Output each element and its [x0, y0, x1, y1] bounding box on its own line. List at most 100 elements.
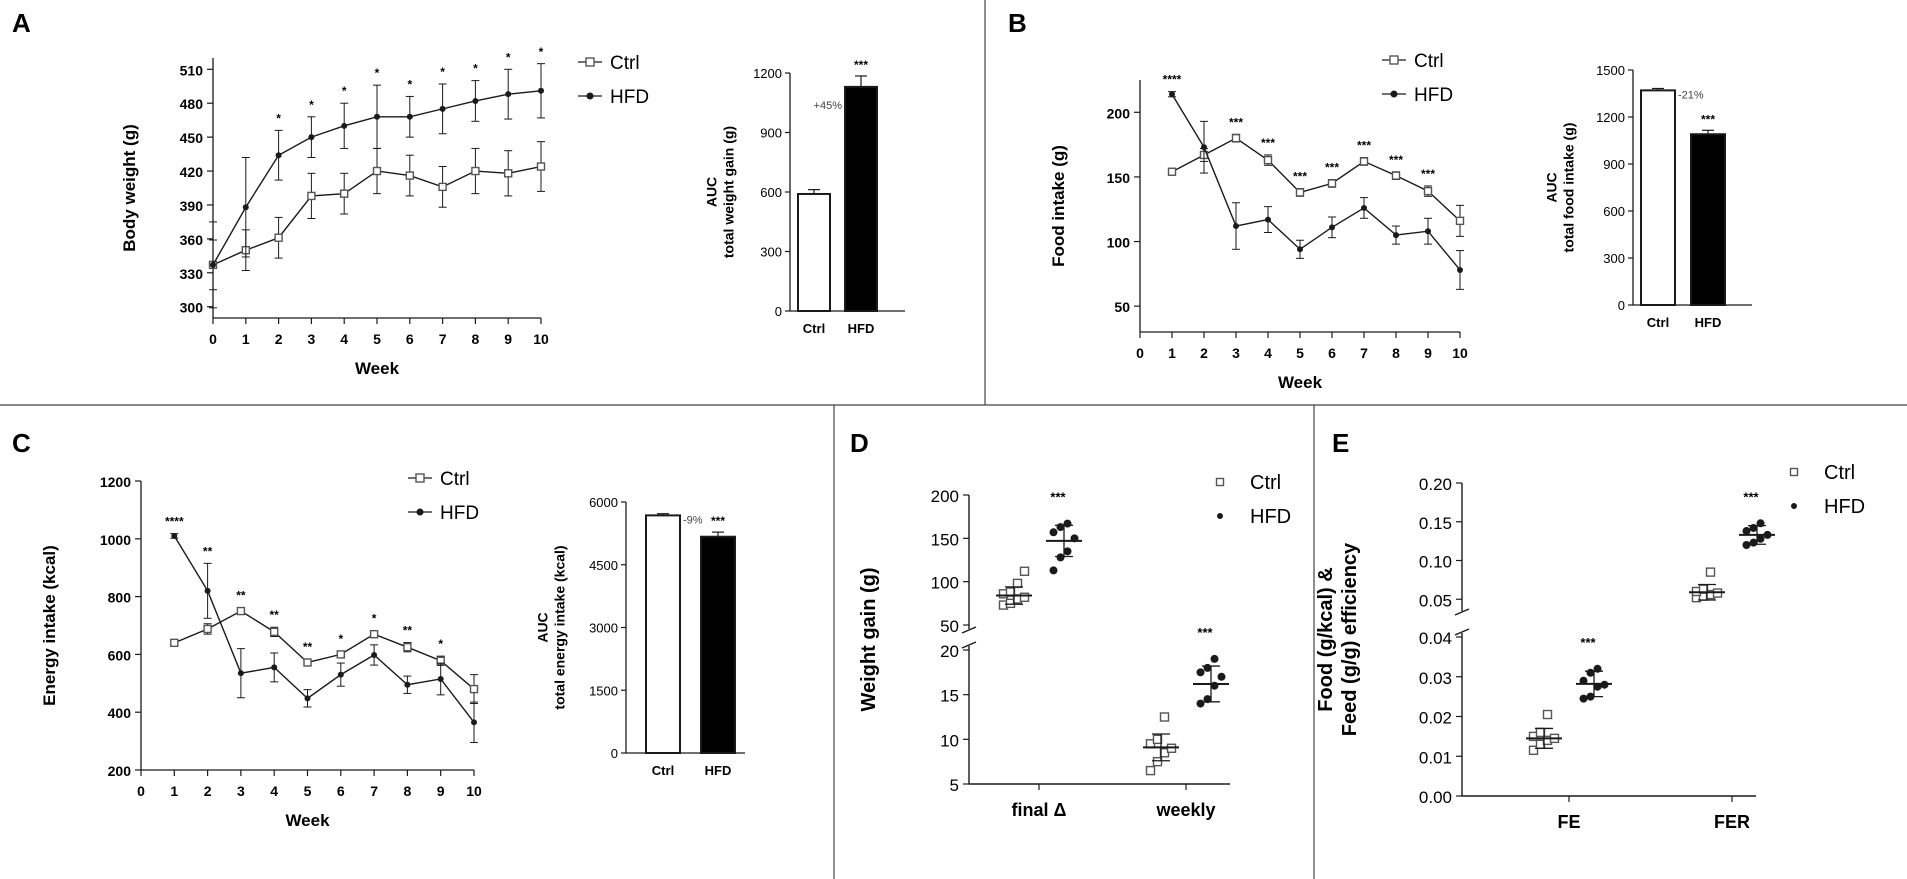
data-point-hfd: [1210, 654, 1219, 663]
data-point-hfd: [304, 695, 311, 702]
data-point-hfd: [171, 532, 178, 539]
significance-label: *: [407, 77, 412, 91]
data-point-hfd: [1063, 547, 1072, 556]
data-point-hfd: [1579, 676, 1588, 685]
axis-break-mark: [1454, 608, 1470, 616]
x-tick-label: 4: [1264, 345, 1272, 361]
data-point-hfd: [341, 122, 348, 129]
x-tick-label: 8: [472, 331, 480, 347]
y-tick-label: 900: [1603, 157, 1625, 172]
y-tick-label: 15: [940, 687, 959, 706]
legend-hfd-label: HFD: [1824, 496, 1865, 518]
y-tick-label: 1500: [1596, 63, 1625, 78]
data-point-ctrl: [504, 169, 513, 178]
data-point-ctrl: [1152, 756, 1163, 767]
data-point-hfd: [1329, 224, 1335, 231]
data-point-hfd: [1265, 216, 1271, 223]
significance-label: ***: [711, 514, 725, 528]
y-tick-label: 5: [950, 776, 959, 795]
y-tick-label: 6000: [589, 495, 618, 510]
x-tick-label: 7: [370, 783, 378, 799]
panel-label-b: B: [1008, 8, 1027, 38]
x-tick-label: 4: [270, 783, 278, 799]
x-tick-label: Ctrl: [803, 321, 825, 336]
legend-hfd-label: HFD: [1414, 85, 1453, 106]
data-point-ctrl: [1327, 179, 1337, 188]
data-point-hfd: [439, 105, 446, 112]
significance-label: *: [309, 98, 314, 112]
x-tick-label: 5: [1296, 345, 1304, 361]
x-tick-label: 9: [437, 783, 445, 799]
y-tick-label: 600: [760, 185, 782, 200]
y-tick-label: 200: [931, 487, 959, 506]
y-axis-title: Food intake (g): [1049, 145, 1068, 267]
y-tick-label: 100: [931, 574, 959, 593]
series-line-hfd: [1171, 93, 1461, 271]
data-point-hfd: [471, 719, 477, 726]
data-point-hfd: [1056, 523, 1065, 532]
data-point-hfd: [271, 664, 278, 671]
data-point-hfd: [437, 675, 444, 682]
y-tick-label: 1200: [100, 474, 131, 490]
data-point-hfd: [1049, 528, 1058, 537]
significance-label: ***: [1357, 139, 1371, 153]
legend-hfd-label: HFD: [610, 87, 649, 108]
data-point-hfd: [1210, 681, 1219, 690]
data-point-ctrl: [1391, 171, 1401, 180]
bar-hfd: [1690, 133, 1726, 306]
data-point-hfd: [1393, 232, 1399, 239]
significance-label: **: [403, 624, 413, 638]
panel-b-line-chart: 50 100 150 200 0 1 2 3 4 5 6 7 8 9 10 Week Food intake (…: [1049, 51, 1468, 392]
series-line-ctrl: [174, 610, 475, 690]
x-tick-label: 1: [170, 783, 178, 799]
y-axis-title: Energy intake (kcal): [40, 545, 59, 706]
data-point-hfd: [1742, 527, 1751, 536]
data-point-ctrl: [1542, 709, 1553, 720]
y-tick-label: 0.00: [1419, 788, 1452, 807]
legend-ctrl-marker: [585, 57, 595, 67]
panel-label-c: C: [12, 428, 31, 458]
y-axis-title: Weight gain (g): [858, 567, 880, 711]
y-tick-label: 1000: [100, 532, 131, 548]
panel-label-a: A: [12, 8, 31, 38]
significance-label: ***: [1421, 167, 1435, 181]
y-tick-label: 300: [180, 300, 204, 316]
legend-ctrl-label: Ctrl: [1414, 51, 1444, 72]
legend-ctrl-marker: [1215, 477, 1225, 487]
axis-break-mark: [1454, 628, 1470, 636]
y-tick-label: 200: [108, 763, 132, 779]
legend-ctrl-label: Ctrl: [440, 469, 470, 490]
significance-label: *: [539, 45, 544, 59]
y-tick-label: 100: [1107, 235, 1131, 251]
y-tick-label: 600: [1603, 204, 1625, 219]
significance-label: *: [438, 637, 443, 651]
data-point-hfd: [1203, 663, 1212, 672]
data-point-ctrl: [405, 171, 414, 180]
legend-hfd-marker: [1217, 513, 1223, 519]
data-point-ctrl: [438, 182, 447, 192]
significance-label: ***: [1050, 490, 1066, 505]
y-tick-label: 150: [1107, 170, 1131, 186]
legend-hfd-marker: [586, 92, 594, 100]
significance-label: **: [236, 589, 246, 603]
data-point-hfd: [1756, 534, 1765, 543]
x-tick-label: 2: [1200, 345, 1208, 361]
data-point-ctrl: [274, 233, 283, 242]
y-tick-label: 400: [108, 705, 132, 721]
data-point-ctrl: [307, 191, 316, 201]
data-point-ctrl: [1263, 155, 1273, 165]
y-tick-label: 50: [940, 617, 959, 636]
x-tick-label: FER: [1714, 812, 1750, 832]
data-point-hfd: [1169, 91, 1175, 98]
x-tick-label: 3: [237, 783, 245, 799]
significance-label: *: [372, 612, 377, 626]
y-tick-label: 390: [180, 198, 204, 214]
percent-change-label: -21%: [1678, 89, 1704, 101]
percent-change-label: -9%: [683, 514, 703, 526]
data-point-hfd: [275, 152, 282, 159]
data-point-hfd: [1056, 553, 1065, 562]
data-point-ctrl: [1012, 578, 1023, 589]
data-point-ctrl: [1295, 188, 1305, 197]
bar-ctrl: [797, 192, 831, 313]
